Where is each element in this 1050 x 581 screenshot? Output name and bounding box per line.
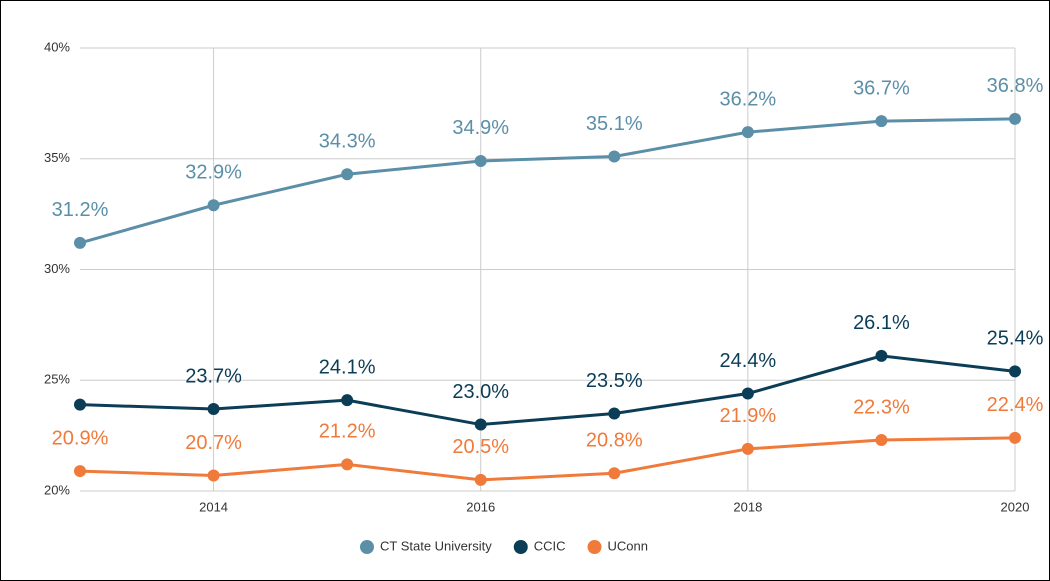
data-label: 20.5% xyxy=(452,436,509,458)
data-label: 20.8% xyxy=(586,430,643,452)
data-label: 24.4% xyxy=(719,350,776,372)
data-label: 20.7% xyxy=(185,432,242,454)
data-point xyxy=(1009,112,1021,125)
series-line xyxy=(79,117,1016,245)
data-label: 24.1% xyxy=(319,356,376,378)
data-point xyxy=(341,394,354,407)
legend-marker xyxy=(360,540,374,554)
y-tick-label: 30% xyxy=(44,261,70,276)
data-point xyxy=(74,236,86,249)
x-tick-label: 2014 xyxy=(199,499,228,514)
data-label: 22.3% xyxy=(853,396,910,418)
y-tick-label: 35% xyxy=(44,150,70,165)
data-label: 35.1% xyxy=(586,113,643,135)
data-point xyxy=(608,407,621,420)
data-point xyxy=(207,403,220,416)
data-point xyxy=(741,126,754,139)
data-label: 36.2% xyxy=(719,88,776,110)
series-line xyxy=(79,436,1016,482)
data-point xyxy=(608,150,621,163)
data-label: 34.3% xyxy=(319,131,376,153)
data-label: 23.7% xyxy=(185,365,242,387)
x-tick-label: 2016 xyxy=(466,499,495,514)
y-tick-label: 25% xyxy=(44,372,70,387)
data-point xyxy=(207,199,220,212)
data-point xyxy=(474,473,487,486)
legend-label: UConn xyxy=(608,538,648,553)
data-point xyxy=(875,115,888,128)
data-label: 36.8% xyxy=(987,75,1044,97)
data-point xyxy=(74,398,86,411)
data-label: 34.9% xyxy=(452,117,509,139)
data-point xyxy=(875,434,888,447)
data-point xyxy=(608,467,621,480)
data-label: 21.9% xyxy=(719,405,776,427)
data-point xyxy=(341,168,354,181)
data-label: 23.5% xyxy=(586,370,643,392)
data-point xyxy=(474,418,487,431)
data-point xyxy=(741,387,754,400)
data-point xyxy=(1009,431,1021,444)
series-line xyxy=(79,354,1016,427)
data-label: 23.0% xyxy=(452,381,509,403)
data-point xyxy=(74,465,86,478)
data-point xyxy=(341,458,354,471)
data-point xyxy=(207,469,220,482)
data-label: 20.9% xyxy=(52,427,109,449)
data-point xyxy=(875,349,888,362)
data-label: 22.4% xyxy=(987,394,1044,416)
legend-marker xyxy=(513,540,528,554)
x-tick-label: 2020 xyxy=(1001,499,1030,514)
data-point xyxy=(474,154,487,167)
data-label: 31.2% xyxy=(52,199,109,221)
data-label: 21.2% xyxy=(319,421,376,443)
x-tick-label: 2018 xyxy=(733,499,762,514)
legend-label: CCIC xyxy=(534,538,566,553)
data-label: 25.4% xyxy=(987,328,1044,350)
legend-marker xyxy=(587,540,602,554)
legend-label: CT State University xyxy=(380,538,492,553)
data-label: 26.1% xyxy=(853,312,910,334)
data-label: 32.9% xyxy=(185,162,242,184)
y-tick-label: 40% xyxy=(44,39,70,54)
data-point xyxy=(741,442,754,455)
data-label: 36.7% xyxy=(853,77,910,99)
data-point xyxy=(1009,365,1021,378)
y-tick-label: 20% xyxy=(44,482,70,497)
